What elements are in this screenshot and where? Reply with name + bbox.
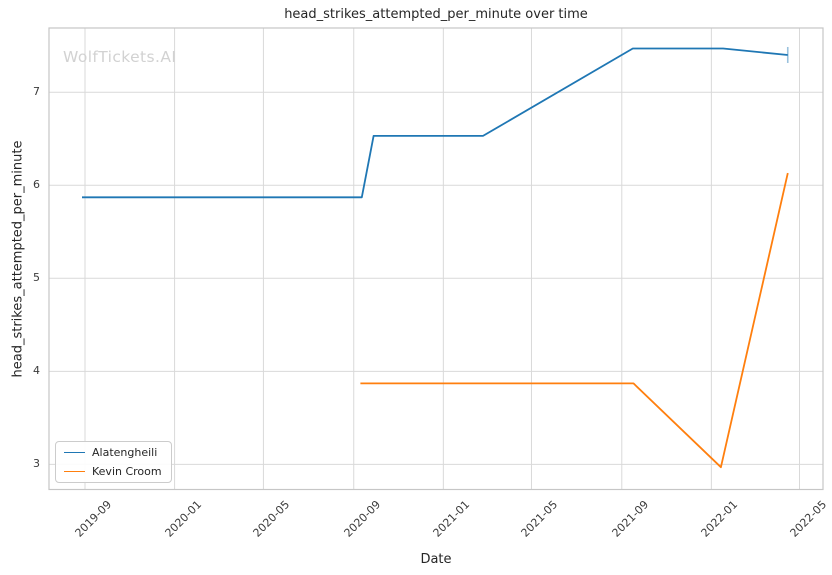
legend-line-sample-orange — [64, 471, 85, 472]
legend: Alatengheili Kevin Croom — [55, 441, 172, 483]
plot-border — [48, 27, 824, 491]
chart-title: head_strikes_attempted_per_minute over t… — [284, 7, 588, 22]
legend-line-sample-blue — [64, 452, 85, 453]
series-line-1 — [360, 172, 789, 469]
x-axis-label: Date — [420, 552, 452, 567]
watermark: WolfTickets.AI — [63, 48, 177, 66]
y-tick-label: 6 — [33, 178, 40, 192]
y-tick-label: 4 — [33, 364, 40, 378]
y-axis-label: head_strikes_attempted_per_minute — [10, 140, 26, 378]
series-line-0 — [82, 47, 788, 199]
y-tick-label: 3 — [33, 457, 40, 471]
y-tick-label: 5 — [33, 271, 40, 285]
legend-label: Kevin Croom — [92, 465, 162, 478]
legend-item-alatengheili: Alatengheili — [64, 446, 162, 459]
legend-label: Alatengheili — [92, 446, 158, 459]
y-tick-label: 7 — [33, 85, 40, 99]
legend-item-kevin-croom: Kevin Croom — [64, 465, 162, 478]
